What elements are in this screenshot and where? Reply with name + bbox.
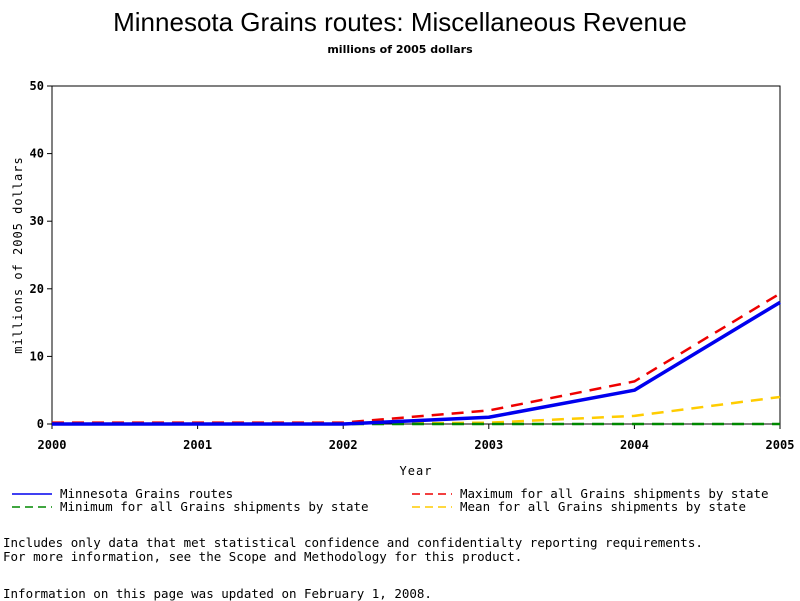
y-tick-label: 30 bbox=[30, 214, 44, 228]
x-tick-label: 2003 bbox=[474, 438, 503, 452]
plot-frame bbox=[51, 85, 781, 425]
x-axis-label: Year bbox=[400, 464, 433, 478]
footnote-line-1: Includes only data that met statistical … bbox=[3, 535, 703, 550]
chart-title: Minnesota Grains routes: Miscellaneous R… bbox=[113, 7, 687, 37]
y-tick-label: 40 bbox=[30, 147, 44, 161]
chart: Minnesota Grains routes: Miscellaneous R… bbox=[11, 7, 795, 514]
footnote-line-2: For more information, see the Scope and … bbox=[3, 549, 523, 564]
updated-note: Information on this page was updated on … bbox=[3, 586, 432, 601]
legend: Minnesota Grains routes Maximum for all G… bbox=[12, 486, 769, 514]
footnotes: Includes only data that met statistical … bbox=[3, 536, 703, 564]
x-tick-label: 2004 bbox=[620, 438, 649, 452]
y-tick-label: 10 bbox=[30, 349, 44, 363]
y-axis-label: millions of 2005 dollars bbox=[11, 156, 25, 353]
legend-label-1: Maximum for all Grains shipments by stat… bbox=[460, 486, 769, 501]
y-tick-label: 0 bbox=[37, 417, 44, 431]
x-tick-label: 2005 bbox=[766, 438, 795, 452]
legend-label-2: Minimum for all Grains shipments by stat… bbox=[60, 499, 369, 514]
x-tick-label: 2000 bbox=[38, 438, 67, 452]
legend-label-0: Minnesota Grains routes bbox=[60, 486, 233, 501]
series-line-1 bbox=[52, 292, 781, 424]
x-tick-label: 2002 bbox=[329, 438, 358, 452]
legend-label-3: Mean for all Grains shipments by state bbox=[460, 499, 746, 514]
y-tick-label: 20 bbox=[30, 282, 44, 296]
y-tick-label: 50 bbox=[30, 79, 44, 93]
x-tick-label: 2001 bbox=[183, 438, 212, 452]
series-line-0 bbox=[52, 300, 781, 426]
chart-subtitle: millions of 2005 dollars bbox=[327, 43, 473, 56]
